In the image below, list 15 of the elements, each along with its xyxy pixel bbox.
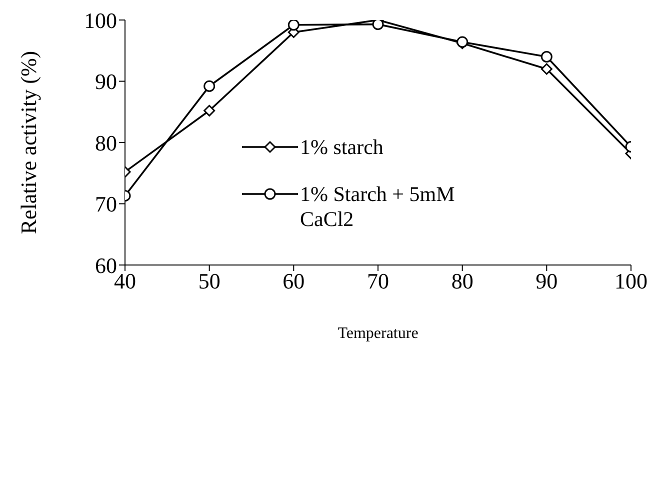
y-tick-label: 90	[95, 69, 117, 94]
x-tick-label: 50	[198, 268, 220, 294]
x-tick-label: 90	[536, 268, 558, 294]
y-tick-label: 60	[95, 252, 117, 278]
x-axis-title: Temperature	[338, 325, 418, 342]
y-axis-title: Relative activity (%)	[16, 50, 41, 234]
y-tick-label: 100	[84, 8, 117, 33]
legend-label: 1% Starch + 5mM CaCl2	[300, 182, 456, 232]
y-tick-label: 80	[95, 130, 117, 156]
legend-label: 1% starch	[300, 135, 384, 160]
x-tick-label: 60	[282, 268, 305, 294]
x-tick-label: 70	[367, 268, 389, 294]
x-tick-label: 100	[614, 268, 648, 294]
y-tick-label: 70	[95, 192, 117, 217]
x-tick-label: 80	[451, 268, 474, 294]
